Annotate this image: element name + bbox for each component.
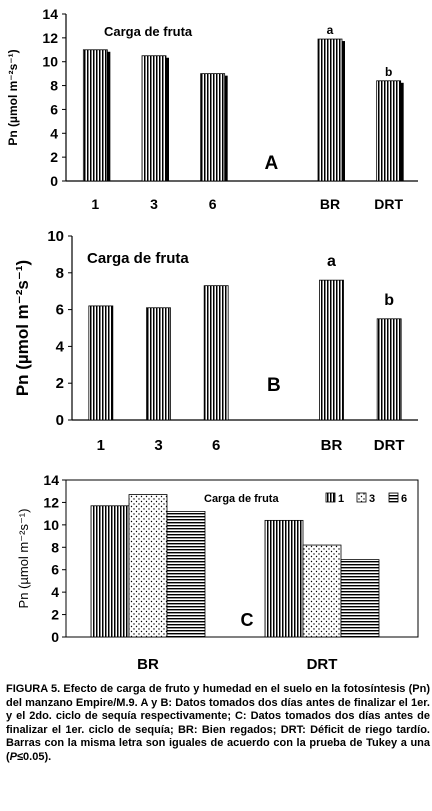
- significance-letter: a: [327, 253, 336, 270]
- bar-BR-series-3: [128, 494, 168, 638]
- y-tick-label: 8: [50, 78, 58, 94]
- bar-3: [146, 307, 171, 421]
- x-tick-label: 1: [97, 437, 105, 454]
- legend-swatch-3: [356, 492, 367, 503]
- x-tick-label: 1: [91, 196, 99, 212]
- bar-6: [200, 73, 226, 182]
- bar-BR: [317, 38, 343, 182]
- y-tick-label: 0: [51, 629, 59, 645]
- caption-lead: FIGURA 5.: [6, 683, 61, 695]
- bar-6: [203, 285, 229, 421]
- x-tick-label: 6: [212, 437, 220, 454]
- legend-swatch-6: [388, 492, 399, 503]
- x-tick-label: BR: [320, 196, 340, 212]
- load-annotation: Carga de fruta: [104, 24, 193, 39]
- y-axis-label: Pn (µmol m⁻²s⁻¹): [16, 509, 31, 609]
- y-tick-label: 8: [56, 265, 64, 282]
- caption-text: Efecto de carga de fruto y humedad en el…: [6, 683, 430, 763]
- y-tick-label: 10: [42, 54, 58, 70]
- x-tick-label: 3: [150, 196, 158, 212]
- x-tick-label: BR: [321, 437, 343, 454]
- significance-letter: b: [384, 292, 394, 309]
- y-tick-label: 6: [51, 562, 59, 578]
- y-tick-label: 8: [51, 539, 59, 555]
- panel-label: C: [241, 610, 254, 630]
- x-tick-label: 3: [154, 437, 162, 454]
- bar-DRT-series-1: [264, 519, 304, 638]
- bar-BR-series-1: [90, 505, 130, 638]
- y-tick-label: 2: [56, 375, 64, 392]
- y-axis-label: Pn (µmol m⁻²s⁻¹): [6, 49, 20, 145]
- y-tick-label: 6: [50, 101, 58, 117]
- x-tick-label: DRT: [374, 196, 403, 212]
- y-tick-label: 10: [43, 517, 59, 533]
- panel-label: B: [267, 375, 281, 396]
- x-tick-label: DRT: [374, 437, 405, 454]
- y-tick-label: 14: [43, 472, 59, 488]
- chart-panel-c: 0 2 4 6 8 10 12 14 Pn (µmol m⁻²s⁻¹) BR DRT C Carga d…: [16, 472, 419, 673]
- legend-title: Carga de fruta: [204, 493, 279, 505]
- bar-3: [141, 55, 167, 182]
- panel-label: A: [264, 153, 278, 174]
- y-tick-label: 4: [56, 338, 65, 355]
- x-tick-label: 6: [209, 196, 217, 212]
- legend-label: 6: [401, 493, 407, 505]
- y-tick-label: 4: [50, 125, 58, 141]
- load-annotation: Carga de fruta: [87, 250, 189, 267]
- x-tick-label: BR: [137, 656, 159, 673]
- caption-text-end: ≤0.05).: [17, 750, 52, 763]
- y-axis-label: Pn (µmol m⁻²s⁻¹): [13, 260, 32, 396]
- y-tick-label: 6: [56, 302, 64, 319]
- figure-caption: FIGURA 5. Efecto de carga de fruto y hum…: [6, 683, 430, 765]
- y-tick-label: 4: [51, 584, 59, 600]
- significance-letter: b: [385, 65, 392, 79]
- chart-panel-b: 0 2 4 6 8 10 Pn (µmol m⁻²s⁻¹) 1 3 6 BR a DRT b Carga d…: [13, 228, 418, 454]
- y-tick-label: 2: [51, 607, 59, 623]
- plot-frame: [65, 479, 419, 638]
- legend-label: 3: [369, 493, 375, 505]
- y-tick-label: 0: [56, 412, 64, 429]
- chart-panel-a: 0 2 4 6 8 10 12 14 Pn (µmol m⁻²s⁻¹) 1 3 6 BR a DRT b Car…: [6, 6, 418, 212]
- x-tick-label: DRT: [307, 656, 338, 673]
- y-tick-label: 12: [43, 494, 59, 510]
- bar-1: [88, 305, 114, 421]
- bar-DRT-series-6: [340, 559, 380, 638]
- caption-p-symbol: P: [9, 750, 18, 763]
- bar-DRT-series-3: [302, 544, 342, 638]
- bar-1: [82, 49, 108, 182]
- y-tick-label: 10: [47, 228, 64, 245]
- y-tick-label: 12: [42, 30, 58, 46]
- significance-letter: a: [327, 23, 334, 37]
- y-tick-label: 0: [50, 173, 58, 189]
- legend-swatch-1: [325, 492, 336, 503]
- bar-BR: [319, 279, 344, 421]
- bar-DRT: [376, 80, 402, 182]
- y-tick-label: 14: [42, 6, 58, 22]
- bar-DRT: [376, 318, 402, 421]
- bar-BR-series-6: [166, 511, 206, 638]
- legend-label: 1: [338, 493, 344, 505]
- y-tick-label: 2: [50, 149, 58, 165]
